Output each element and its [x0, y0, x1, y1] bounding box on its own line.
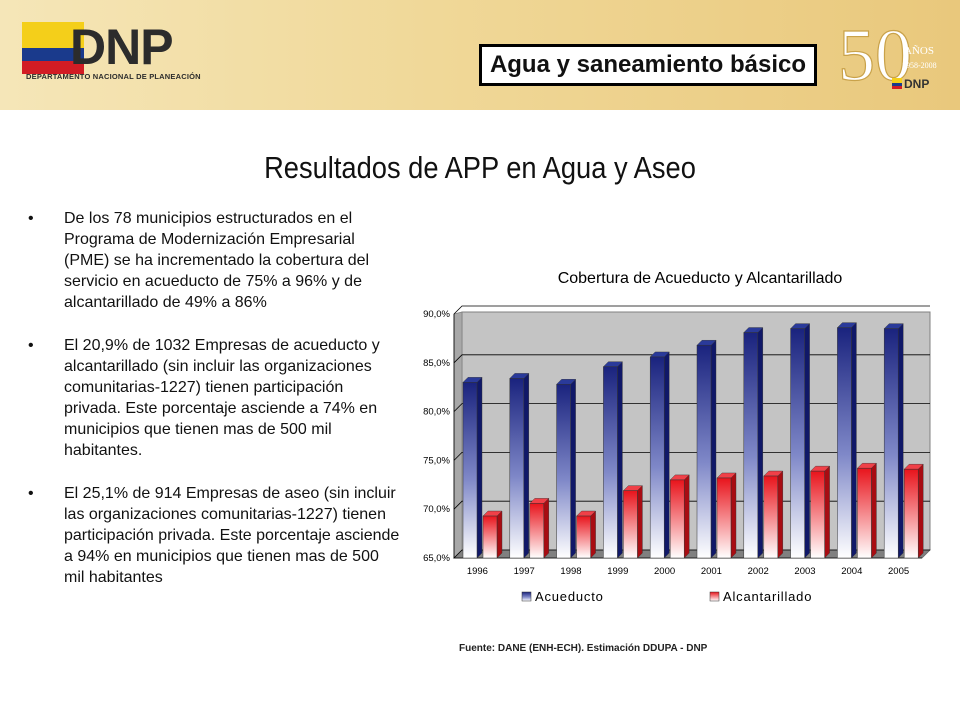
- bar-acueducto: [883, 328, 899, 559]
- section-label: Agua y saneamiento básico: [479, 44, 817, 86]
- y-tick-label: 70,0%: [423, 504, 450, 515]
- y-tick-label: 90,0%: [423, 309, 450, 320]
- bar-side-alcantarillado: [590, 510, 596, 559]
- bar-side-alcantarillado: [543, 497, 550, 559]
- bar-side-alcantarillado: [871, 462, 877, 559]
- bar-side-acueducto: [476, 376, 483, 559]
- x-tick-label: 1996: [467, 566, 488, 577]
- gridline: [453, 451, 930, 461]
- bar-alcantarillado: [763, 475, 779, 559]
- bar-alcantarillado: [482, 515, 498, 559]
- bar-side-alcantarillado: [684, 474, 690, 559]
- bar-acueducto: [696, 344, 712, 559]
- gridline: [453, 403, 930, 412]
- bullet-text: El 20,9% de 1032 Empresas de acueducto y…: [64, 337, 380, 459]
- x-tick-label: 2002: [748, 566, 769, 577]
- bar-side-acueducto: [523, 372, 530, 559]
- bar-alcantarillado: [529, 503, 545, 559]
- bar-alcantarillado: [623, 490, 638, 559]
- bullet-item: • El 20,9% de 1032 Empresas de acueducto…: [28, 335, 400, 461]
- legend-label: Acueducto: [535, 589, 604, 604]
- bar-side-alcantarillado: [824, 465, 830, 559]
- y-tick-label: 85,0%: [423, 358, 450, 369]
- anniversary-brand: DNP: [904, 77, 929, 91]
- bar-alcantarillado: [716, 477, 732, 559]
- bar-acueducto: [556, 384, 571, 559]
- bullet-text: De los 78 municipios estructurados en el…: [64, 210, 370, 311]
- bar-side-acueducto: [804, 323, 810, 559]
- bar-side-acueducto: [757, 327, 763, 559]
- bullet-marker: •: [28, 337, 34, 354]
- bar-acueducto: [837, 327, 852, 559]
- y-tick-label: 65,0%: [423, 553, 450, 564]
- anniversary-logo: 50 AÑOS 1958-2008 DNP: [837, 14, 937, 97]
- gridline: [453, 305, 930, 315]
- x-tick-label: 2003: [794, 566, 815, 577]
- bullet-marker: •: [28, 485, 34, 502]
- x-tick-label: 1999: [607, 566, 628, 577]
- legend-swatch: [521, 591, 532, 602]
- bar-acueducto: [790, 328, 805, 559]
- logo-subtitle: DEPARTAMENTO NACIONAL DE PLANEACIÓN: [26, 72, 201, 81]
- x-tick-label: 2000: [654, 566, 675, 577]
- bar-side-acueducto: [570, 378, 576, 559]
- anniversary-word: AÑOS: [904, 45, 934, 57]
- header-banner: DNP DEPARTAMENTO NACIONAL DE PLANEACIÓN …: [0, 0, 960, 110]
- legend-label: Alcantarillado: [723, 589, 812, 604]
- legend-swatch: [709, 591, 720, 602]
- plot-side-wall: [453, 311, 463, 559]
- x-tick-label: 2005: [888, 566, 909, 577]
- y-tick-label: 75,0%: [423, 455, 450, 466]
- bullet-list: • De los 78 municipios estructurados en …: [28, 208, 400, 610]
- y-tick-label: 80,0%: [423, 407, 450, 418]
- source-note: Fuente: DANE (ENH-ECH). Estimación DDUPA…: [459, 643, 708, 654]
- dnp-logo: DNP DEPARTAMENTO NACIONAL DE PLANEACIÓN: [22, 19, 222, 84]
- bar-acueducto: [603, 366, 618, 559]
- bullet-marker: •: [28, 210, 34, 227]
- x-tick-label: 2001: [701, 566, 722, 577]
- gridline: [453, 354, 930, 364]
- slide-title: Resultados de APP en Agua y Aseo: [264, 150, 696, 185]
- bar-side-alcantarillado: [918, 463, 924, 559]
- bar-alcantarillado: [576, 515, 591, 559]
- bar-side-acueducto: [710, 339, 717, 559]
- bar-acueducto: [649, 356, 665, 559]
- bar-acueducto: [462, 382, 478, 559]
- bar-side-alcantarillado: [496, 510, 503, 559]
- chart-title: Cobertura de Acueducto y Alcantarillado: [557, 270, 843, 287]
- bar-side-acueducto: [664, 351, 670, 559]
- bar-side-acueducto: [617, 361, 623, 559]
- bullet-text: El 25,1% de 914 Empresas de aseo (sin in…: [64, 485, 400, 586]
- bar-alcantarillado: [903, 468, 919, 559]
- anniversary-years: 1958-2008: [902, 61, 937, 70]
- x-tick-label: 1998: [560, 566, 581, 577]
- bar-acueducto: [743, 332, 759, 559]
- x-tick-label: 2004: [841, 566, 862, 577]
- bullet-item: • De los 78 municipios estructurados en …: [28, 208, 400, 313]
- bar-side-alcantarillado: [777, 470, 783, 559]
- bar-acueducto: [509, 378, 525, 559]
- bullet-item: • El 25,1% de 914 Empresas de aseo (sin …: [28, 483, 400, 588]
- bar-alcantarillado: [810, 470, 825, 559]
- bar-side-acueducto: [898, 323, 904, 559]
- coverage-bar-chart: 65,0% 70,0% 75,0% 80,0% 85,0% 90,0% 1996 1997 19…: [423, 305, 931, 604]
- logo-text: DNP: [70, 19, 174, 75]
- x-tick-label: 1997: [514, 566, 535, 577]
- bar-side-alcantarillado: [637, 485, 643, 559]
- bar-side-acueducto: [851, 322, 857, 559]
- bar-side-alcantarillado: [730, 472, 737, 559]
- colombia-flag-icon: [22, 22, 84, 74]
- bar-alcantarillado: [857, 467, 872, 559]
- bar-alcantarillado: [669, 479, 685, 559]
